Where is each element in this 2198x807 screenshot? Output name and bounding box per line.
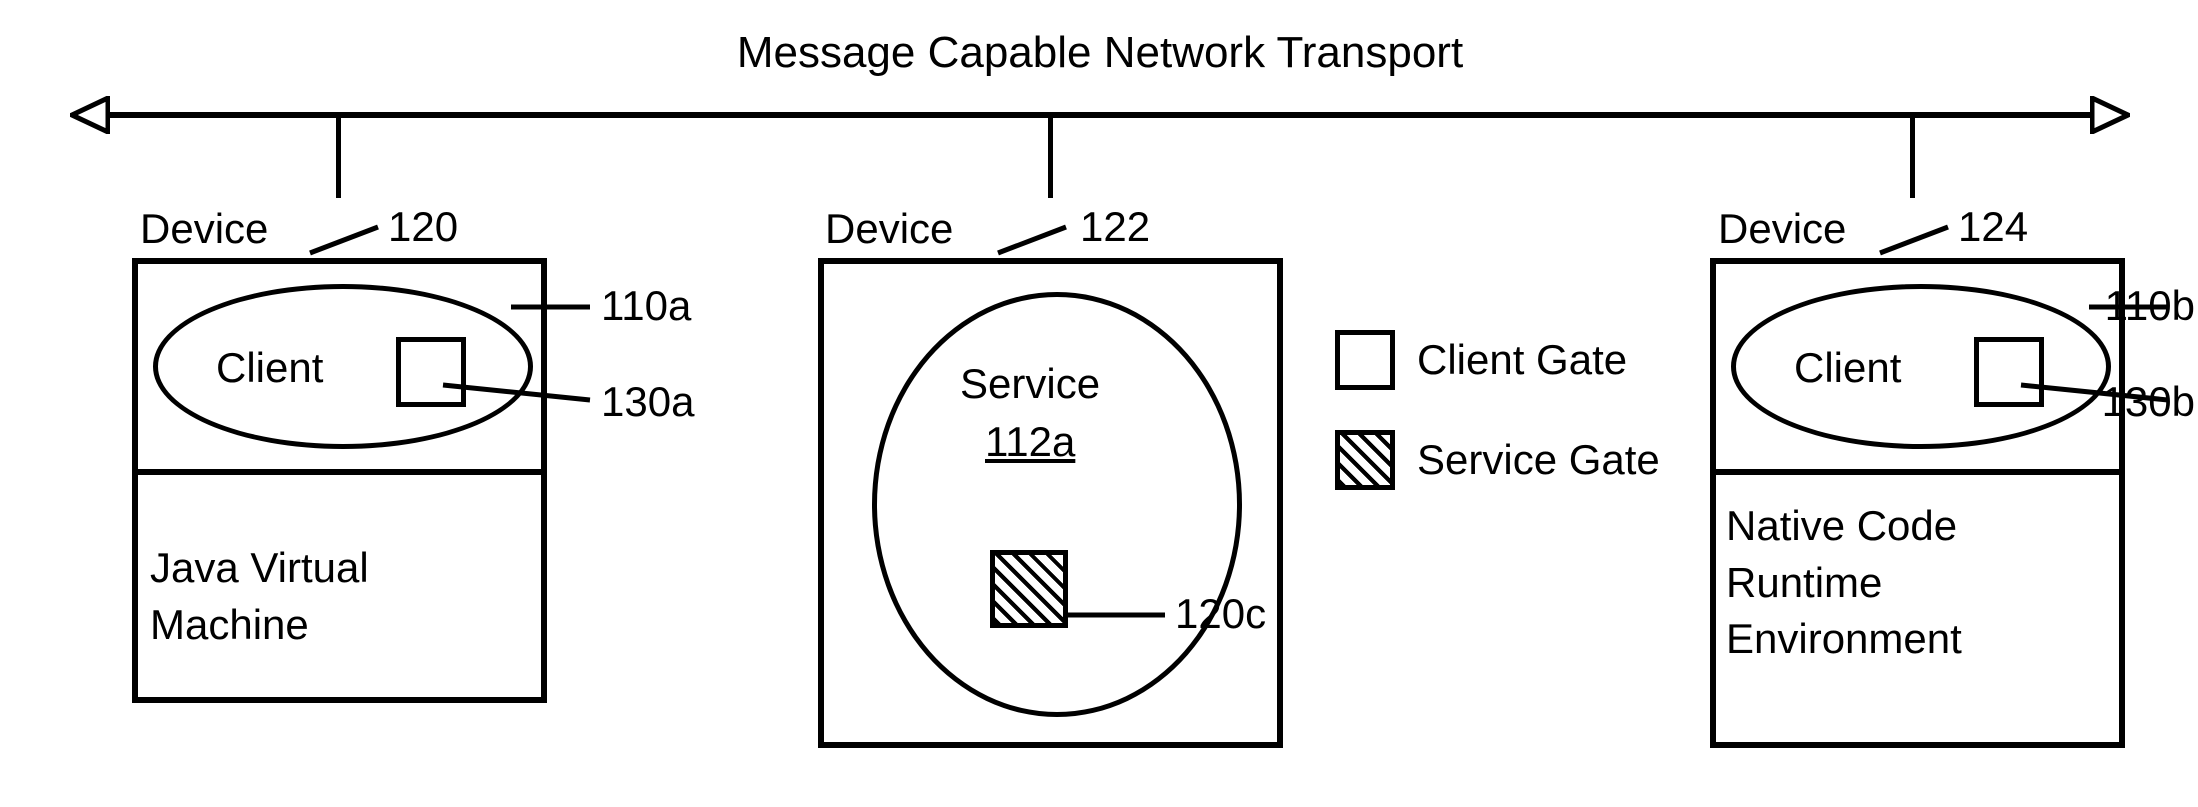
connector-1 [336, 112, 341, 198]
callout-130a: 130a [601, 378, 694, 426]
device-1-client-ellipse: Client [153, 284, 533, 449]
device-1-client-gate [396, 337, 466, 407]
device-1-ref-tick [300, 210, 390, 260]
device-1-runtime-text: Java Virtual Machine [150, 544, 369, 648]
device-2-service-id: 112a [985, 418, 1075, 466]
bus-arrow-right-icon [2090, 96, 2130, 134]
device-2-label: Device [825, 205, 953, 253]
callout-120c: 120c [1175, 590, 1266, 638]
callout-110b: 110b [2005, 282, 2195, 330]
legend-client-gate-label: Client Gate [1417, 336, 1627, 384]
device-2-service-text: Service [960, 360, 1100, 408]
device-2-service-ellipse [872, 292, 1242, 717]
legend-service-gate-label: Service Gate [1417, 436, 1660, 484]
legend-client-gate-swatch [1335, 330, 1395, 390]
device-2-service-gate [990, 550, 1068, 628]
device-1-divider [138, 469, 541, 475]
legend: Client Gate Service Gate [1335, 330, 1660, 490]
device-1-client-label: Client [216, 344, 323, 392]
device-3-runtime-label: Native Code Runtime Environment [1726, 498, 1962, 668]
connector-3 [1910, 112, 1915, 198]
device-2-ref-tick [988, 210, 1078, 260]
callout-130b: 130b [2005, 378, 2195, 426]
device-1-label: Device [140, 205, 268, 253]
device-2-ref: 122 [1080, 203, 1150, 251]
device-1-ref: 120 [388, 203, 458, 251]
device-3-ref-tick [1870, 210, 1960, 260]
device-2-box [818, 258, 1283, 748]
diagram-canvas: Message Capable Network Transport Device… [0, 0, 2198, 807]
diagram-title: Message Capable Network Transport [380, 28, 1820, 78]
device-3-label: Device [1718, 205, 1846, 253]
device-1-runtime-label: Java Virtual Machine [150, 540, 369, 653]
network-bus-line [105, 112, 2095, 118]
device-3-runtime-text: Native Code Runtime Environment [1726, 502, 1962, 662]
callout-110a: 110a [601, 282, 691, 330]
device-3-client-label: Client [1794, 344, 1901, 392]
device-3-ref: 124 [1958, 203, 2028, 251]
bus-arrow-left-icon [70, 96, 110, 134]
legend-service-gate-swatch [1335, 430, 1395, 490]
connector-2 [1048, 112, 1053, 198]
device-3-divider [1716, 469, 2119, 475]
